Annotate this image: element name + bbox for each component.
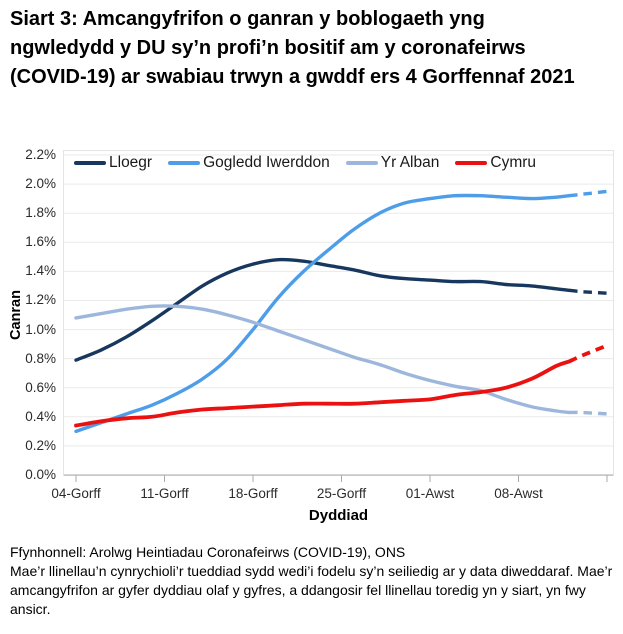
legend-swatch-icon bbox=[74, 161, 106, 165]
y-tick-label: 1.0% bbox=[25, 321, 56, 337]
y-tick-label: 1.6% bbox=[25, 234, 56, 250]
series-line-cymru-dashed bbox=[568, 343, 608, 364]
series-line-cymru bbox=[74, 359, 571, 428]
legend-item: Cymru bbox=[455, 154, 536, 172]
y-tick-label: 0.2% bbox=[25, 437, 56, 453]
note-text: Mae’r llinellau’n cynrychioli’r tueddiad… bbox=[10, 563, 613, 617]
series-line-lloegr bbox=[74, 257, 571, 362]
y-tick-label: 1.2% bbox=[25, 292, 56, 308]
legend-swatch-icon bbox=[345, 161, 378, 165]
y-tick-label: 1.8% bbox=[25, 205, 56, 221]
legend-item: Gogledd Iwerddon bbox=[168, 154, 330, 172]
x-axis-title: Dyddiad bbox=[308, 507, 369, 524]
x-tick-label: 25-Gorff bbox=[316, 486, 367, 501]
y-tick-label: 2.0% bbox=[25, 176, 56, 192]
legend-item: Yr Alban bbox=[345, 154, 440, 172]
chart-title: Siart 3: Amcangyfrifon o ganran y boblog… bbox=[10, 8, 575, 88]
legend-label: Cymru bbox=[490, 154, 537, 171]
legend-label: Yr Alban bbox=[380, 154, 440, 171]
x-tick-label: 18-Gorff bbox=[228, 486, 278, 501]
series-line-lloegr-dashed bbox=[568, 288, 608, 295]
x-tick-label: 11-Gorff bbox=[140, 486, 189, 501]
source-text: Ffynhonnell: Arolwg Heintiadau Coronafei… bbox=[10, 544, 406, 560]
legend-item: Lloegr bbox=[74, 154, 152, 172]
x-tick-label: 01-Awst bbox=[405, 486, 455, 501]
x-tick-label: 08-Awst bbox=[494, 486, 543, 501]
legend-label: Lloegr bbox=[109, 154, 153, 171]
y-tick-label: 2.2% bbox=[25, 147, 56, 162]
legend-label: Gogledd Iwerddon bbox=[203, 154, 330, 171]
series-line-yr-alban bbox=[74, 304, 571, 415]
y-tick-label: 0.6% bbox=[25, 379, 56, 395]
legend-swatch-icon bbox=[455, 161, 488, 165]
plot-svg bbox=[63, 150, 614, 482]
series-line-gogledd-iwerddon-dashed bbox=[568, 189, 608, 198]
chart-legend: Lloegr Gogledd Iwerddon Yr Alban Cymru bbox=[74, 154, 536, 172]
y-tick-label: 0.8% bbox=[25, 350, 56, 366]
y-tick-label: 1.4% bbox=[25, 263, 56, 279]
legend-swatch-icon bbox=[168, 161, 201, 165]
y-tick-label: 0.4% bbox=[25, 408, 56, 424]
x-tick-label: 04-Gorff bbox=[51, 486, 101, 501]
series-line-gogledd-iwerddon bbox=[74, 193, 571, 434]
series-line-yr-alban-dashed bbox=[569, 410, 608, 416]
y-tick-label: 0.0% bbox=[25, 467, 56, 482]
